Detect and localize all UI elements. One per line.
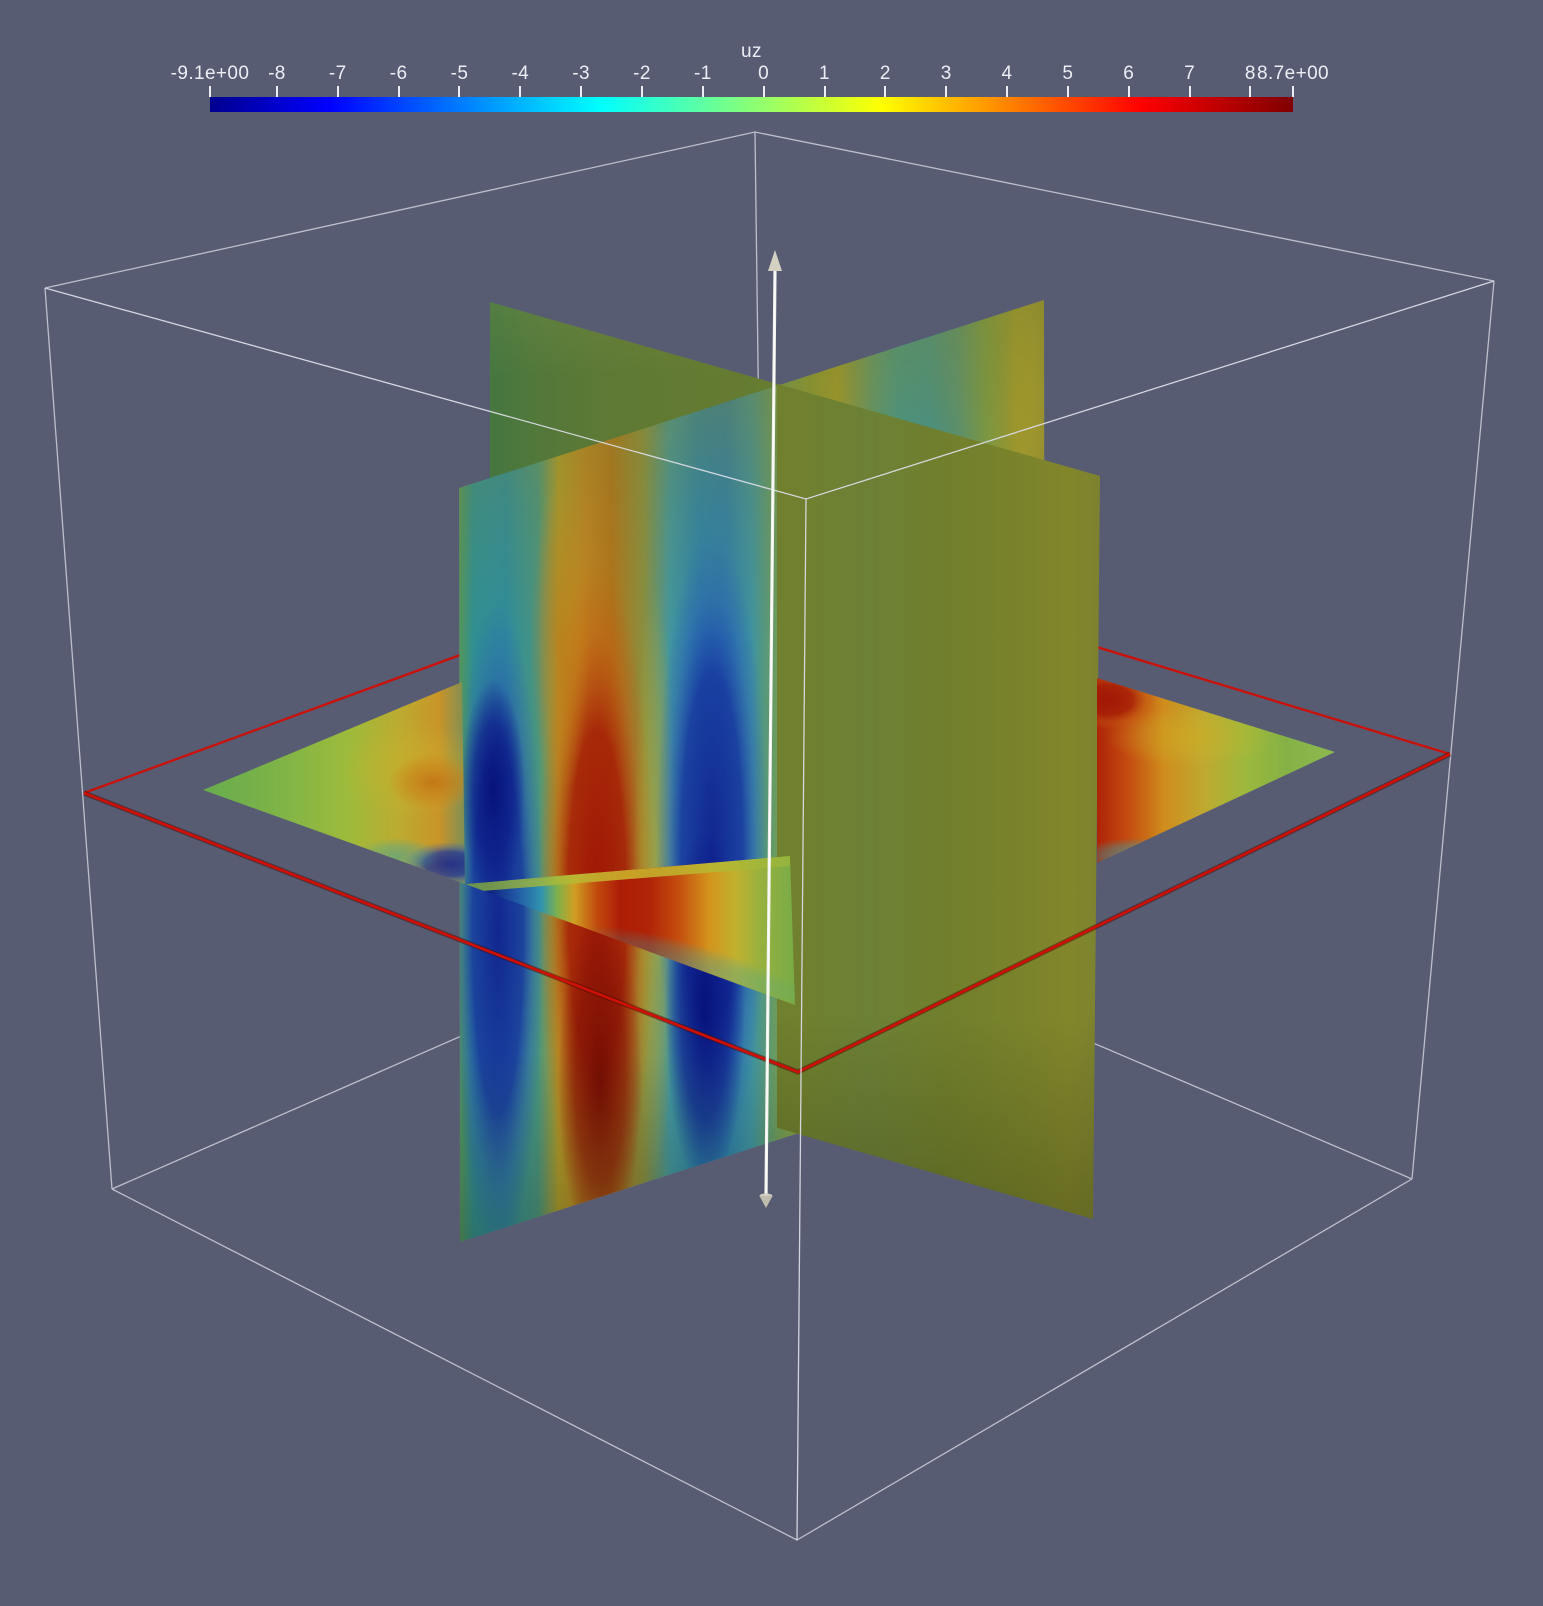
scalar-bar-tick-label: 1 [819, 63, 830, 84]
line-widget[interactable] [759, 250, 783, 1208]
slice-plane-y-front [777, 383, 1100, 1219]
scalar-bar-tick [640, 86, 643, 97]
scalar-bar-tick [945, 86, 948, 97]
scalar-bar-tick-label: 4 [1001, 63, 1013, 84]
slice-plane-z-right-wing [1097, 678, 1335, 863]
scalar-bar-tick-label: -7 [328, 63, 347, 84]
scalar-bar-tick-label: 5 [1062, 63, 1074, 84]
scalar-bar-tick-label: 8 [1244, 63, 1256, 84]
scalar-bar-title: uz [740, 41, 763, 62]
scalar-bar-tick [1127, 86, 1130, 97]
scalar-bar-tick [1188, 86, 1191, 97]
scalar-bar-tick-label: 7 [1184, 63, 1196, 84]
outline-edge [796, 498, 807, 1541]
scalar-bar-tick [580, 86, 583, 97]
scalar-bar-tick [397, 86, 400, 97]
outline-edge [1411, 280, 1495, 1180]
scalar-bar-tick-label: -9.1e+00 [170, 63, 250, 84]
scalar-bar-tick [823, 86, 826, 97]
line-widget-axis-highlight [765, 270, 776, 1198]
scalar-bar-tick-label: 0 [758, 63, 770, 84]
scalar-bar[interactable]: uz -9.1e+00 -8 -7 -6 -5 -4 -3 -2 -1 0 1 2 3 4 5 6 7 8 8.7e… [0, 0, 1543, 130]
outline-box-front-edges [44, 280, 1495, 1541]
arrow-down-cone-icon[interactable] [759, 1196, 773, 1208]
scalar-bar-tick-label: -6 [389, 63, 408, 84]
scalar-bar-tick [701, 86, 704, 97]
scalar-bar-tick [1292, 86, 1294, 97]
plane-widget-outline[interactable] [83, 751, 1452, 1075]
scalar-bar-tick-label: -2 [633, 63, 651, 84]
scalar-bar-tick [1006, 86, 1009, 97]
scalar-bar-gradient [210, 97, 1293, 112]
scalar-bar-tick-label: -8 [268, 63, 286, 84]
scalar-bar-tick [336, 86, 339, 97]
outline-edge [44, 131, 1495, 289]
scalar-bar-tick-label: -1 [693, 63, 712, 84]
scalar-bar-tick [519, 86, 522, 97]
outline-edge [111, 1178, 1413, 1541]
scalar-bar-tick [1066, 86, 1069, 97]
scalar-bar-tick-label: -4 [511, 63, 530, 84]
scalar-bar-tick-label: -5 [450, 63, 469, 84]
scalar-bar-tick [209, 86, 211, 97]
outline-edge [44, 287, 113, 1190]
scalar-bar-tick [762, 86, 765, 97]
scalar-bar-tick [458, 86, 461, 97]
scalar-bar-tick-label: 8.7e+00 [1256, 63, 1330, 84]
plane-widget-outline-front[interactable] [83, 752, 1451, 1074]
arrow-up-cone-icon[interactable] [768, 250, 782, 271]
scalar-bar-tick-label: -3 [572, 63, 590, 84]
scalar-bar-tick [275, 86, 278, 97]
scalar-bar-tick-label: 3 [940, 63, 952, 84]
scalar-bar-tick [884, 86, 887, 97]
scalar-bar-tick-label: 2 [879, 63, 891, 84]
scalar-bar-tick-label: 6 [1123, 63, 1135, 84]
scalar-bar-tick [1249, 86, 1252, 97]
